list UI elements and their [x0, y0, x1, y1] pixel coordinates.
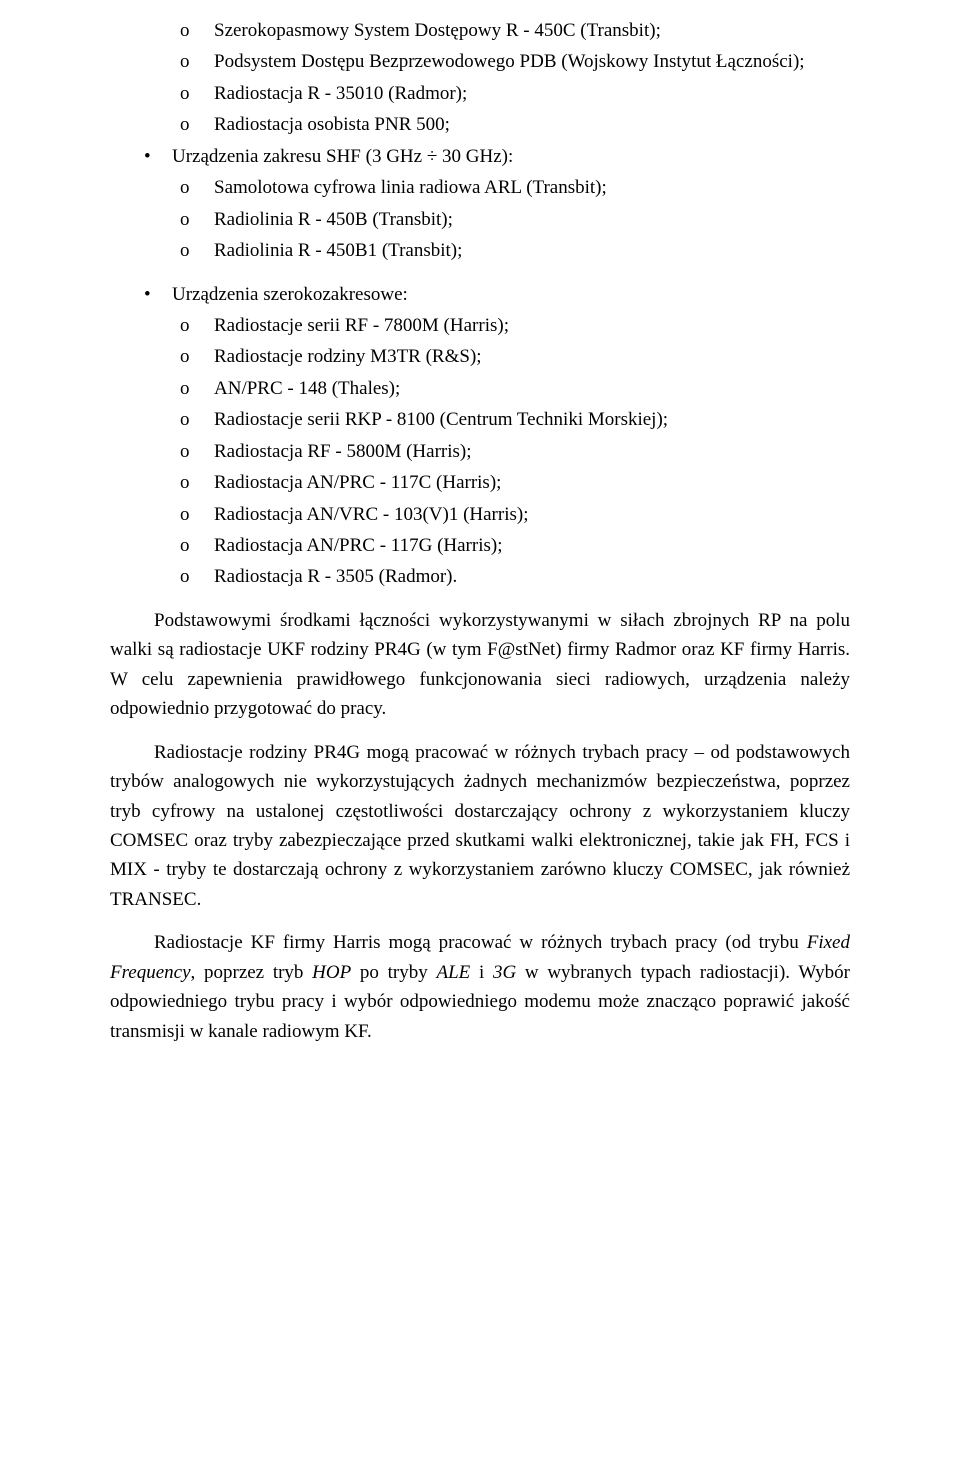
circle-bullet-icon: o	[180, 205, 214, 234]
list-item: o Radiostacja AN/PRC - 117G (Harris);	[180, 531, 850, 560]
bullet-heading: • Urządzenia zakresu SHF (3 GHz ÷ 30 GHz…	[138, 142, 850, 171]
circle-bullet-icon: o	[180, 173, 214, 202]
p3-text: , poprzez tryb	[191, 962, 313, 983]
list-item-text: Szerokopasmowy System Dostępowy R - 450C…	[214, 16, 850, 45]
list-item-text: Radiostacje serii RF - 7800M (Harris);	[214, 311, 850, 340]
circle-bullet-icon: o	[180, 79, 214, 108]
circle-bullet-icon: o	[180, 374, 214, 403]
bullet-heading: • Urządzenia szerokozakresowe:	[138, 280, 850, 309]
list-item: o Samolotowa cyfrowa linia radiowa ARL (…	[180, 173, 850, 202]
circle-bullet-icon: o	[180, 16, 214, 45]
disc-bullet-icon: •	[138, 142, 172, 171]
list-item: o Podsystem Dostępu Bezprzewodowego PDB …	[180, 47, 850, 76]
bullet-heading-text: Urządzenia zakresu SHF (3 GHz ÷ 30 GHz):	[172, 142, 850, 171]
list-item: o Radiostacja osobista PNR 500;	[180, 110, 850, 139]
circle-bullet-icon: o	[180, 47, 214, 76]
page: o Szerokopasmowy System Dostępowy R - 45…	[0, 0, 960, 1460]
list-item-text: Radiostacja RF - 5800M (Harris);	[214, 437, 850, 466]
list-item: o Radiolinia R - 450B1 (Transbit);	[180, 236, 850, 265]
sublist-1: o Szerokopasmowy System Dostępowy R - 45…	[180, 16, 850, 140]
list-item-text: AN/PRC - 148 (Thales);	[214, 374, 850, 403]
list-item: o Radiostacja AN/PRC - 117C (Harris);	[180, 468, 850, 497]
list-item-text: Radiostacja R - 3505 (Radmor).	[214, 562, 850, 591]
circle-bullet-icon: o	[180, 405, 214, 434]
circle-bullet-icon: o	[180, 342, 214, 371]
list-item: o Radiostacje serii RKP - 8100 (Centrum …	[180, 405, 850, 434]
circle-bullet-icon: o	[180, 531, 214, 560]
list-item: o Radiostacja AN/VRC - 103(V)1 (Harris);	[180, 500, 850, 529]
circle-bullet-icon: o	[180, 110, 214, 139]
circle-bullet-icon: o	[180, 311, 214, 340]
disc-bullet-icon: •	[138, 280, 172, 309]
bullet-section-shf: • Urządzenia zakresu SHF (3 GHz ÷ 30 GHz…	[110, 142, 850, 266]
p3-italic: 3G	[493, 962, 516, 983]
bullet-section-wideband: • Urządzenia szerokozakresowe: o Radiost…	[110, 280, 850, 592]
list-item-text: Radiolinia R - 450B1 (Transbit);	[214, 236, 850, 265]
list-item-text: Radiostacja AN/VRC - 103(V)1 (Harris);	[214, 500, 850, 529]
list-item-text: Radiostacja osobista PNR 500;	[214, 110, 850, 139]
p3-text: Radiostacje KF firmy Harris mogą pracowa…	[154, 932, 807, 953]
circle-bullet-icon: o	[180, 468, 214, 497]
list-item-text: Radiostacja R - 35010 (Radmor);	[214, 79, 850, 108]
circle-bullet-icon: o	[180, 500, 214, 529]
p3-italic: HOP	[312, 962, 351, 983]
list-item: o Radiostacja R - 3505 (Radmor).	[180, 562, 850, 591]
list-item: o Szerokopasmowy System Dostępowy R - 45…	[180, 16, 850, 45]
list-item-text: Radiostacje rodziny M3TR (R&S);	[214, 342, 850, 371]
bullet-heading-text: Urządzenia szerokozakresowe:	[172, 280, 850, 309]
p3-italic: ALE	[436, 962, 470, 983]
list-item: o Radiostacja RF - 5800M (Harris);	[180, 437, 850, 466]
list-item: o Radiolinia R - 450B (Transbit);	[180, 205, 850, 234]
sublist-3: o Radiostacje serii RF - 7800M (Harris);…	[180, 311, 850, 592]
p3-text: i	[470, 962, 493, 983]
circle-bullet-icon: o	[180, 562, 214, 591]
paragraph-2: Radiostacje rodziny PR4G mogą pracować w…	[110, 738, 850, 915]
list-item-text: Samolotowa cyfrowa linia radiowa ARL (Tr…	[214, 173, 850, 202]
list-item: o Radiostacje rodziny M3TR (R&S);	[180, 342, 850, 371]
list-item: o AN/PRC - 148 (Thales);	[180, 374, 850, 403]
circle-bullet-icon: o	[180, 236, 214, 265]
list-item-text: Radiostacja AN/PRC - 117C (Harris);	[214, 468, 850, 497]
paragraph-1: Podstawowymi środkami łączności wykorzys…	[110, 606, 850, 724]
sublist-2: o Samolotowa cyfrowa linia radiowa ARL (…	[180, 173, 850, 265]
list-item: o Radiostacja R - 35010 (Radmor);	[180, 79, 850, 108]
list-item-text: Podsystem Dostępu Bezprzewodowego PDB (W…	[214, 47, 850, 76]
circle-bullet-icon: o	[180, 437, 214, 466]
list-item: o Radiostacje serii RF - 7800M (Harris);	[180, 311, 850, 340]
p3-text: po tryby	[351, 962, 436, 983]
list-item-text: Radiostacje serii RKP - 8100 (Centrum Te…	[214, 405, 850, 434]
list-item-text: Radiostacja AN/PRC - 117G (Harris);	[214, 531, 850, 560]
paragraph-3: Radiostacje KF firmy Harris mogą pracowa…	[110, 928, 850, 1046]
list-item-text: Radiolinia R - 450B (Transbit);	[214, 205, 850, 234]
